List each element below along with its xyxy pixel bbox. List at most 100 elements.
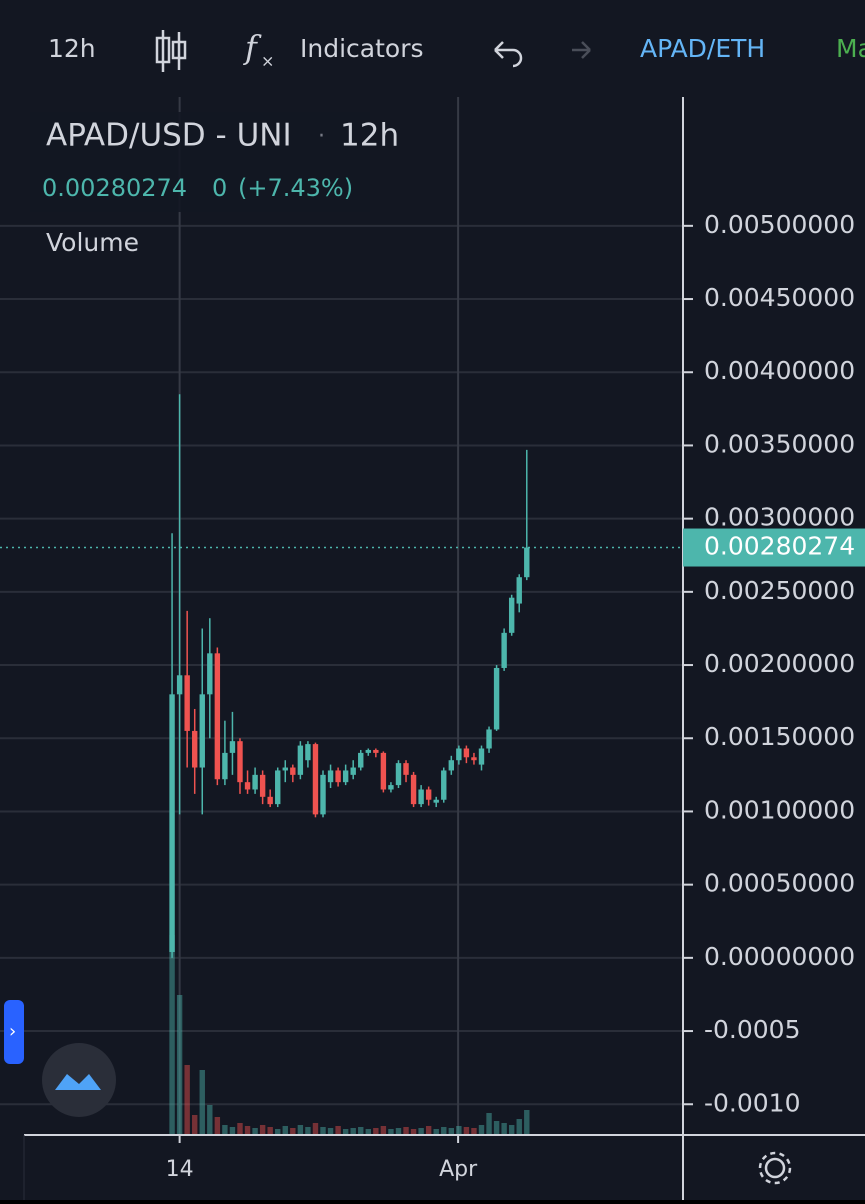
volume-bar [425,1126,432,1135]
volume-bar [282,1126,288,1135]
y-tick-label: 0.00050000 [704,869,855,898]
candle-body [448,760,455,771]
volume-bar [365,1129,371,1135]
candle-body [501,632,507,668]
candle-body [463,748,470,758]
change: 0 [212,174,227,202]
volume-bar [320,1127,326,1135]
volume-bar [478,1125,485,1135]
y-tick-label: 0.00400000 [704,356,855,385]
candle-body [169,694,175,952]
candle-body [297,745,304,775]
volume-bar [493,1121,500,1135]
volume-bar [350,1128,356,1135]
y-tick-label: 0.00450000 [704,283,855,312]
chart-title: APAD/USD - UNI [46,118,292,154]
candle-body [342,770,349,783]
volume-bar [199,1070,205,1135]
volume-bar [267,1127,273,1135]
more-button[interactable]: Ma [836,34,865,63]
volume-bar [252,1128,258,1135]
candle-body [456,748,462,761]
volume-bar [410,1129,417,1135]
title-separator: · [318,124,325,149]
candle-body [410,774,417,805]
logo-button[interactable] [42,1043,116,1117]
volume-bar [395,1128,402,1135]
candle-body [358,752,364,768]
candle-body [275,770,281,805]
logo-icon[interactable] [55,1074,101,1090]
interval-button[interactable]: 12h [48,34,96,63]
volume-bar [463,1127,470,1135]
candle-body [192,730,198,768]
candle-body [252,774,258,790]
candle-body [365,749,371,753]
y-tick-label: -0.0005 [704,1015,801,1044]
chart-type-icon[interactable] [155,30,187,72]
volume-bar [448,1128,455,1135]
x-tick-label: Apr [439,1157,478,1182]
candle-body [373,749,379,753]
y-tick-label: 0.00150000 [704,722,855,751]
volume-bar [471,1128,477,1135]
volume-bar [335,1126,341,1135]
candle-body [305,744,311,761]
fx-icon-x[interactable]: × [261,52,274,71]
volume-bar [244,1126,251,1135]
side-toggle[interactable] [4,1000,24,1064]
candle-body [433,799,439,803]
volume-bar [524,1110,530,1135]
candle-body [244,782,251,790]
candle-body [290,767,296,775]
candle-body [418,789,424,805]
volume-bar [501,1123,507,1135]
candle-body [380,752,387,790]
candle-body [425,789,432,800]
indicators-button[interactable]: Indicators [300,34,424,63]
volume-bar [229,1127,236,1135]
undo-icon[interactable] [494,41,523,68]
volume-bar [516,1119,522,1135]
candle-body [403,763,409,775]
volume-bar [312,1123,319,1135]
candle-body [184,675,190,731]
volume-bar [418,1128,424,1135]
volume-bar [456,1126,462,1135]
volume-bar [403,1127,409,1135]
volume-bar [373,1128,379,1135]
volume-bar [305,1127,311,1135]
last-price-label: 0.00280274 [704,532,855,561]
volume-bar [297,1125,304,1135]
x-tick-label: 14 [166,1157,194,1182]
volume-bar [388,1129,394,1135]
candle-body [259,774,266,797]
last-price-tag [683,528,865,567]
candle-body [395,763,402,786]
y-tick-label: 0.00000000 [704,942,855,971]
candle-body [350,767,356,775]
y-tick-label: 0.00200000 [704,649,855,678]
candle-body [199,694,205,768]
candle-body [237,741,243,783]
candle-body [312,744,319,815]
volume-bar [290,1128,296,1135]
settings-icon[interactable] [758,1151,792,1185]
side-toggle-arrow[interactable]: › [9,1021,16,1042]
y-tick-label: 0.00300000 [704,503,855,532]
volume-bar [214,1117,221,1135]
candle-body [282,767,288,771]
candle-body [327,770,334,783]
change-percent: (+7.43%) [238,174,353,202]
symbol-button[interactable]: APAD/ETH [640,34,765,63]
volume-bar [342,1129,349,1135]
volume-bar [176,995,183,1135]
volume-label: Volume [46,228,139,257]
candle-body [320,774,326,815]
candle-body [388,785,394,790]
volume-bar [433,1129,439,1135]
redo-icon[interactable] [572,41,591,59]
volume-bar [380,1126,387,1135]
y-tick-label: 0.00100000 [704,795,855,824]
